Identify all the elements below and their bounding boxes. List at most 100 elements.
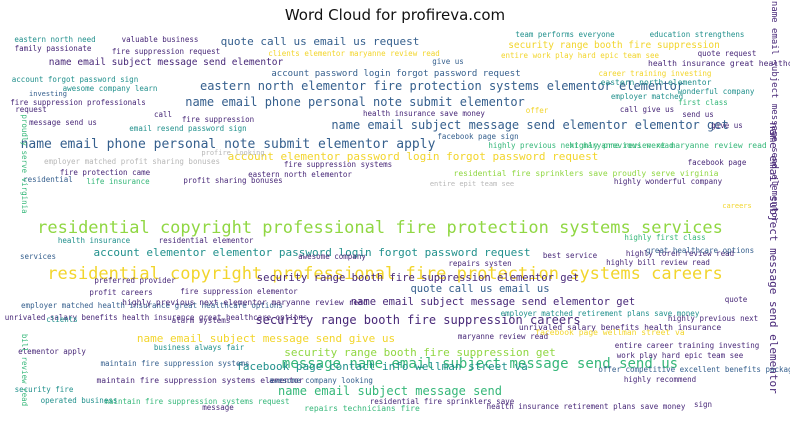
cloud-word: name email subject message send elemento… <box>331 118 728 132</box>
cloud-word: entire career training investing <box>615 341 760 350</box>
cloud-word: residential <box>23 175 73 184</box>
cloud-word: fire protection came <box>60 168 151 177</box>
cloud-word: message <box>202 403 234 412</box>
cloud-word: proudly serve virginia <box>20 114 29 213</box>
cloud-word: entire work play hard epic team see <box>501 51 660 60</box>
cloud-word: account elementor elementor password log… <box>93 246 530 259</box>
cloud-word: give us <box>432 57 464 66</box>
cloud-word: health insurance great healthcare option… <box>648 59 790 68</box>
cloud-word: repairs systen <box>448 259 511 268</box>
cloud-word: careers <box>722 202 752 210</box>
cloud-word: security range booth fire suppression ca… <box>255 313 580 327</box>
cloud-word: fire suppression request <box>112 47 220 56</box>
cloud-word: profit careers <box>89 288 152 297</box>
cloud-word: investing <box>29 90 67 98</box>
cloud-word: unrivaled salary benefits health insuran… <box>5 313 308 322</box>
cloud-word: bill review read <box>20 334 29 406</box>
cloud-word: work play hard epic team see <box>617 351 744 360</box>
cloud-word: operated business <box>41 396 118 405</box>
cloud-word: facebook page sign <box>437 132 518 141</box>
cloud-word: valuable business <box>122 35 199 44</box>
cloud-word: highly previous next maryanne review rea… <box>488 141 673 150</box>
cloud-word: call give us <box>620 105 674 114</box>
cloud-word: fire suppression <box>182 115 254 124</box>
cloud-word: alarm systems <box>172 316 231 325</box>
cloud-word: fire suppression systems <box>284 160 392 169</box>
cloud-word: account forgot password sign <box>12 75 138 84</box>
cloud-word: quote <box>725 295 748 304</box>
cloud-word: security fire <box>15 385 74 394</box>
cloud-word: highly bill review read <box>606 258 710 267</box>
cloud-word: employer matched retirement plans save m… <box>501 309 700 318</box>
cloud-word: message name email subject message send … <box>282 356 678 372</box>
cloud-word: residential elementor <box>159 236 254 245</box>
cloud-word: wonderful company <box>678 87 755 96</box>
cloud-word: repairs technicians fire <box>304 404 420 413</box>
cloud-word: health insurance <box>58 236 131 245</box>
cloud-word: give us <box>711 121 743 130</box>
cloud-word: quote call us email us <box>410 283 549 295</box>
cloud-word: highly previous next <box>668 314 758 323</box>
cloud-word: preferred provider <box>94 276 176 285</box>
cloud-word: profit sharing bonuses <box>183 176 282 185</box>
cloud-word: security range booth fire suppression el… <box>257 272 579 284</box>
cloud-word: awesome company <box>298 252 366 261</box>
cloud-word: life insurance <box>86 177 150 186</box>
cloud-word: awesome company learn <box>63 84 158 93</box>
cloud-word: send us <box>682 110 714 119</box>
cloud-word: elementor apply <box>18 347 86 356</box>
chart-title: Word Cloud for profireva.com <box>284 6 506 24</box>
cloud-word: services <box>20 252 56 261</box>
cloud-word: eastern north need <box>14 35 95 44</box>
cloud-word: sign <box>694 400 712 409</box>
cloud-word: residential copyright professional fire … <box>47 264 723 284</box>
cloud-word: fire suppression professionals <box>10 98 145 107</box>
cloud-word: name email subject message send elemento… <box>769 1 779 224</box>
cloud-word: security range booth fire suppression ge… <box>284 346 556 359</box>
cloud-word: quote request <box>698 49 757 58</box>
cloud-word: name email subject message send elemento… <box>351 296 635 308</box>
cloud-word: quote call us email us request <box>221 35 420 48</box>
cloud-word: name email phone personal note submit el… <box>21 137 436 152</box>
cloud-word: maintain fire suppression systems reques… <box>104 397 289 406</box>
cloud-word: residential fire sprinklers save <box>370 397 515 406</box>
cloud-word: name email subject message send elemento… <box>767 122 780 394</box>
cloud-word: best service <box>543 251 598 260</box>
cloud-word: message send us <box>29 118 97 127</box>
cloud-word: first class <box>678 98 728 107</box>
cloud-word: maintain fire suppression systems <box>100 359 249 368</box>
cloud-word: highly previous next maryanne review rea… <box>569 141 767 150</box>
cloud-word: email resend password sign <box>129 124 246 133</box>
cloud-word: facebook page contact info wellman stree… <box>236 360 527 373</box>
cloud-word: highly previous next elementor maryanne … <box>122 298 368 307</box>
cloud-word: highly recommend <box>624 375 696 384</box>
cloud-word: name email subject message send elemento… <box>49 57 284 68</box>
cloud-word: highly loren review read <box>626 249 734 258</box>
cloud-word: offer <box>526 106 549 115</box>
cloud-word: account elementor password login forgot … <box>228 150 599 163</box>
cloud-word: facebook page <box>688 158 747 167</box>
cloud-word: team performs everyone <box>515 30 615 39</box>
cloud-word: facebook page wellman street va <box>535 328 684 337</box>
cloud-word: request <box>15 105 47 114</box>
cloud-word: entire epit team see <box>430 180 514 188</box>
cloud-word: health insurance retirement plans save m… <box>487 402 686 411</box>
cloud-word: highly wonderful company <box>614 177 723 186</box>
cloud-word: residential copyright professional fire … <box>37 218 723 238</box>
cloud-word: maintain fire suppression systems elemen… <box>96 376 303 385</box>
cloud-word: eastern north elementor <box>248 170 352 179</box>
cloud-word: unrivaled salary benefits health insuran… <box>519 323 721 332</box>
cloud-word: fire suppression elementor <box>180 287 298 296</box>
cloud-word: family passionate <box>15 44 92 53</box>
cloud-word: health insurance save money <box>363 109 485 118</box>
cloud-word: highly first class <box>624 233 705 242</box>
cloud-word: profire looking <box>201 149 264 157</box>
cloud-word: call <box>154 110 172 119</box>
cloud-word: clients <box>46 315 78 324</box>
cloud-word: awesome company looking <box>269 376 373 385</box>
cloud-word: offer competitive excellent benefits pac… <box>598 365 790 374</box>
cloud-word: career training investing <box>599 69 712 78</box>
cloud-word: great healthcare options <box>646 246 754 255</box>
